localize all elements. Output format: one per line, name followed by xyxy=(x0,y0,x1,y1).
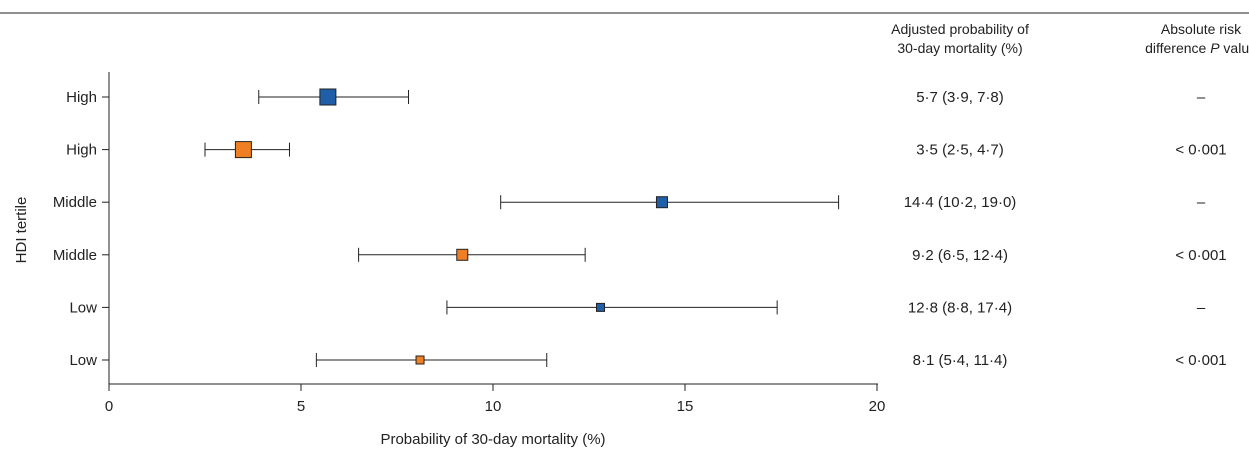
row-label: High xyxy=(66,89,97,106)
y-axis-title: HDI tertile xyxy=(13,197,30,264)
pvalue-header-italic: P xyxy=(1210,40,1220,56)
p-value: < 0·001 xyxy=(1175,247,1226,264)
row-label: Middle xyxy=(53,247,97,264)
row-label: High xyxy=(66,142,97,159)
row-label: Low xyxy=(69,299,97,316)
p-value: – xyxy=(1197,299,1206,316)
point-estimate-marker xyxy=(596,302,606,312)
x-ticks: 0 5 10 15 20 xyxy=(105,384,886,415)
point-estimate-marker xyxy=(319,88,337,106)
estimate-value: 12·8 (8·8, 17·4) xyxy=(908,299,1012,316)
point-estimate-marker xyxy=(234,141,252,159)
point-estimate-marker xyxy=(456,248,469,261)
p-value: – xyxy=(1197,89,1206,106)
pvalue-header-prefix: difference xyxy=(1145,40,1210,56)
estimate-header-line2: 30-day mortality (%) xyxy=(897,40,1022,56)
x-tick-label: 10 xyxy=(485,398,502,415)
point-estimate-marker xyxy=(655,196,668,209)
p-value: < 0·001 xyxy=(1175,352,1226,369)
x-tick-label: 0 xyxy=(105,398,113,415)
x-tick-label: 5 xyxy=(297,398,305,415)
x-axis-title: Probability of 30-day mortality (%) xyxy=(380,431,605,448)
p-value: < 0·001 xyxy=(1175,142,1226,159)
row-label: Low xyxy=(69,352,97,369)
row-label: Middle xyxy=(53,194,97,211)
x-tick-label: 15 xyxy=(677,398,694,415)
forest-rows: High 5·7 (3·9, 7·8) – High 3·5 (2·5, 4·7) < 0… xyxy=(53,88,1227,369)
pvalue-header-line1: Absolute risk xyxy=(1161,21,1242,37)
estimate-value: 9·2 (6·5, 12·4) xyxy=(912,247,1008,264)
estimate-value: 5·7 (3·9, 7·8) xyxy=(916,89,1004,106)
pvalue-header-line2: difference P value xyxy=(1145,40,1249,56)
p-value: – xyxy=(1197,194,1206,211)
estimate-value: 14·4 (10·2, 19·0) xyxy=(904,194,1017,211)
estimate-value: 8·1 (5·4, 11·4) xyxy=(913,352,1008,369)
point-estimate-marker xyxy=(415,355,425,365)
estimate-header-line1: Adjusted probability of xyxy=(891,21,1029,37)
estimate-value: 3·5 (2·5, 4·7) xyxy=(916,142,1004,159)
pvalue-header-suffix: value xyxy=(1220,40,1249,56)
x-tick-label: 20 xyxy=(869,398,886,415)
